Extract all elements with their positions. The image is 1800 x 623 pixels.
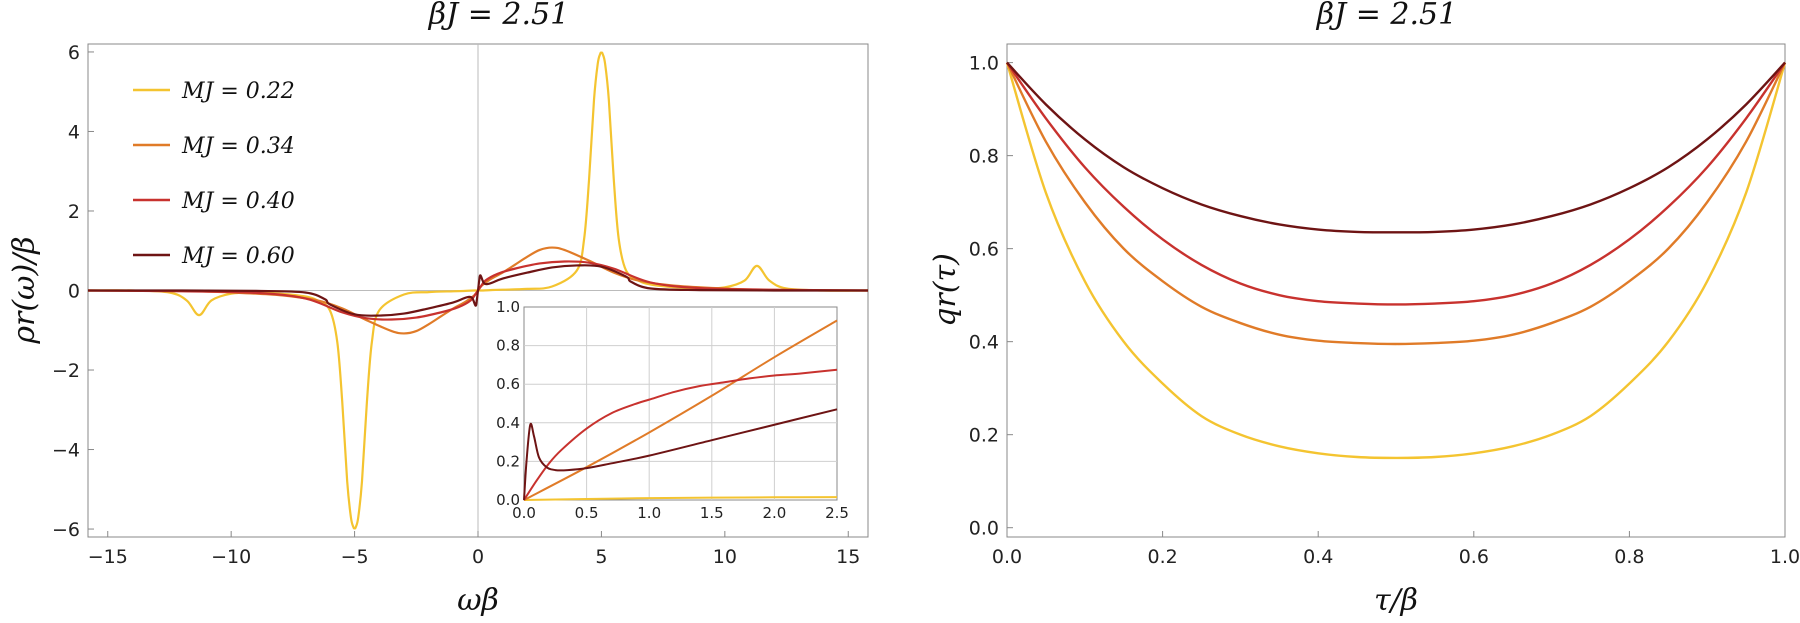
right-title: βJ = 2.51 [1316,0,1457,32]
inset-series-line-0 [523,496,838,501]
right-plot-frame [1006,43,1786,538]
series-line-0 [1005,62,1787,460]
x-tick-label: 0.8 [1614,546,1644,568]
y-tick-label: 0.8 [969,146,999,168]
inset-x-tick-label: 2.5 [825,504,849,522]
y-tick-label: −2 [52,360,80,382]
series-line-2 [1006,61,1786,306]
y-tick-label: 1.0 [969,53,999,75]
y-tick-label: 0.4 [969,332,999,354]
y-tick-label: 6 [68,42,80,64]
inset-plot: 0.0 0.5 1.0 1.5 2.0 2.5 0.0 0.2 0.4 0.6 0.8 1.0 [496,298,849,522]
x-tick-label: 5 [595,546,607,568]
series-line-3 [1006,61,1786,234]
inset-y-tick-label: 1.0 [496,298,520,316]
inset-y-tick-label: 0.0 [496,491,520,509]
inset-y-tick-label: 0.2 [496,452,520,470]
inset-x-tick-label: 0.5 [575,504,599,522]
right-ylabel: qr(τ) [928,253,963,327]
legend-label: MJ = 0.60 [181,244,295,269]
inset-y-tick-label: 0.8 [496,337,520,355]
x-tick-label: −15 [88,546,128,568]
inset-x-tick-label: 0.0 [512,504,536,522]
left-xlabel: ωβ [457,583,499,618]
series-line-3 [87,264,869,317]
inset-series-line-2 [523,368,838,501]
inset-series-line-3 [523,408,838,501]
x-tick-label: 10 [713,546,737,568]
x-tick-label: −10 [211,546,251,568]
left-title: βJ = 2.51 [428,0,569,32]
y-tick-label: 0.6 [969,239,999,261]
x-tick-label: 0.0 [992,546,1022,568]
x-tick-label: 0.2 [1147,546,1177,568]
y-tick-label: 0.0 [969,518,999,540]
y-tick-label: −6 [52,519,80,541]
inset-x-tick-label: 1.0 [637,504,661,522]
inset-y-tick-label: 0.6 [496,375,520,393]
y-tick-label: 0.2 [969,425,999,447]
y-tick-label: 2 [68,201,80,223]
legend: MJ = 0.22 MJ = 0.34 MJ = 0.40 MJ = 0.60 [133,79,295,269]
inset-frame [523,306,838,501]
y-tick-label: 0 [68,281,80,303]
x-tick-label: −5 [341,546,369,568]
right-xlabel: τ/β [1374,583,1418,618]
right-panel: βJ = 2.51 0.0 0.2 0.4 0.6 0.8 1.0 0.0 0.2 0.4 0.6… [928,0,1800,618]
inset-x-tick-label: 1.5 [700,504,724,522]
inset-x-tick-label: 2.0 [762,504,786,522]
legend-label: MJ = 0.22 [181,79,295,104]
inset-series-line-1 [523,319,838,501]
x-tick-label: 15 [836,546,860,568]
x-tick-label: 1.0 [1770,546,1800,568]
y-tick-label: −4 [52,440,80,462]
x-tick-label: 0.6 [1459,546,1489,568]
series-line-1 [1005,62,1787,346]
x-tick-label: 0.4 [1303,546,1333,568]
x-tick-label: 0 [472,546,484,568]
y-tick-label: 4 [68,121,80,143]
legend-label: MJ = 0.40 [181,189,295,214]
left-ylabel: ρr(ω)/β [7,236,42,344]
legend-label: MJ = 0.34 [181,134,295,159]
inset-y-tick-label: 0.4 [496,414,520,432]
